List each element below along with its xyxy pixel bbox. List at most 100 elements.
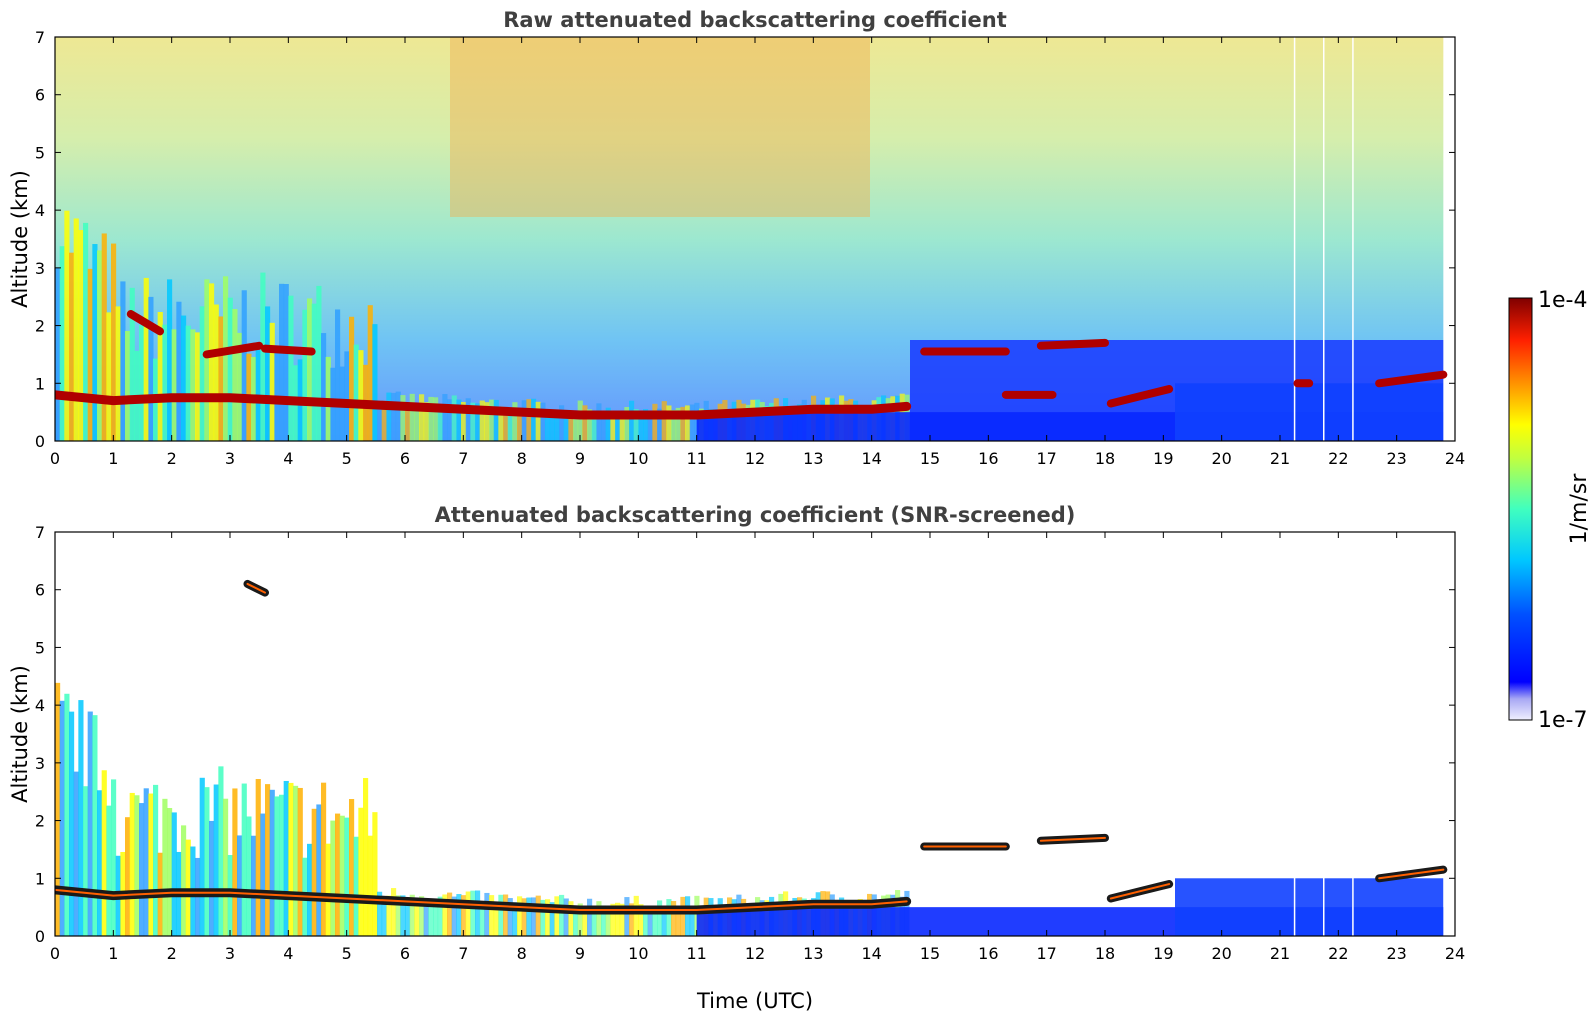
heatmap-column [325, 843, 331, 936]
heatmap-column [671, 901, 677, 936]
y-tick-label: 3 [35, 754, 45, 773]
heatmap-column [143, 277, 149, 441]
heatmap-column [629, 903, 635, 936]
x-tick-label: 1 [108, 449, 118, 468]
heatmap-column [171, 812, 177, 936]
heatmap-column [101, 233, 107, 441]
heatmap-column [223, 276, 229, 441]
heatmap-column [512, 902, 518, 936]
heatmap-column [391, 888, 397, 936]
heatmap-column [540, 899, 546, 936]
heatmap-column [666, 899, 672, 936]
heatmap-column [83, 786, 89, 936]
heatmap-column [87, 711, 93, 936]
heatmap-column [479, 400, 485, 441]
heatmap-column [386, 392, 392, 441]
heatmap-column [316, 285, 322, 441]
heatmap-column [629, 400, 635, 441]
heatmap-column [428, 396, 434, 441]
x-tick-label: 8 [517, 944, 527, 963]
heatmap-column [451, 896, 457, 936]
heatmap-column [260, 813, 266, 936]
x-tick-label: 16 [978, 449, 998, 468]
heatmap-column [223, 798, 229, 936]
panel-1-y-axis: 0 1 2 3 4 5 6 7 [35, 28, 1455, 451]
heatmap-column [195, 332, 201, 441]
heatmap-column [381, 403, 387, 441]
x-tick-label: 19 [1153, 944, 1173, 963]
heatmap-column [106, 312, 112, 441]
colorbar-min-label: 1e-7 [1538, 708, 1587, 733]
heatmap-column [517, 410, 523, 441]
x-tick-label: 13 [803, 944, 823, 963]
heatmap-column [419, 394, 425, 441]
heatmap-column [535, 401, 541, 441]
heatmap-column [209, 283, 215, 441]
heatmap-column [689, 404, 695, 441]
heatmap-column [134, 795, 140, 936]
heatmap-column [64, 693, 70, 936]
x-tick-label: 10 [628, 449, 648, 468]
cloud-layer-mark [126, 310, 164, 336]
heatmap-column [279, 283, 285, 441]
heatmap-column [409, 894, 415, 936]
heatmap-column [601, 412, 607, 441]
colorbar: 1e-4 1e-7 1/m/sr [1508, 288, 1592, 733]
heatmap-column [414, 900, 420, 936]
panel-2-x-axis: 0 1 2 3 4 5 6 7 8 9 10 11 12 13 14 15 16 17 18 19 20 21 22 23 24 [50, 532, 1465, 963]
heatmap-column [283, 283, 289, 441]
heatmap-column [190, 329, 196, 441]
x-tick-label: 18 [1095, 944, 1115, 963]
x-tick-label: 11 [686, 944, 706, 963]
x-tick-label: 1 [108, 944, 118, 963]
heatmap-column [213, 784, 219, 936]
heatmap-column [265, 784, 271, 936]
heatmap-column [335, 309, 341, 441]
heatmap-column [470, 890, 476, 936]
colorbar-unit-label: 1/m/sr [1567, 473, 1592, 545]
heatmap-column [395, 895, 401, 936]
heatmap-column [129, 792, 135, 936]
heatmap-column [577, 903, 583, 936]
heatmap-column [573, 411, 579, 441]
heatmap-column [503, 894, 509, 936]
x-tick-label: 6 [400, 449, 410, 468]
heatmap-column [521, 400, 527, 441]
heatmap-column [484, 402, 490, 441]
heatmap-column [451, 395, 457, 441]
x-tick-label: 3 [225, 449, 235, 468]
heatmap-column [442, 393, 448, 441]
heatmap-column [64, 210, 70, 441]
heatmap-column [587, 409, 593, 441]
heatmap-column [204, 787, 210, 936]
heatmap-column [106, 805, 112, 936]
heatmap-column [661, 906, 667, 936]
data-gap-end [1443, 37, 1455, 441]
heatmap-column [423, 402, 429, 441]
y-tick-label: 2 [35, 812, 45, 831]
heatmap-column [260, 272, 266, 441]
heatmap-column [288, 782, 294, 936]
heatmap-column [367, 305, 373, 441]
night-boundary-band [1175, 878, 1444, 936]
y-tick-label: 1 [35, 869, 45, 888]
y-tick-label: 6 [35, 86, 45, 105]
heatmap-column [671, 410, 677, 441]
heatmap-column [405, 402, 411, 441]
heatmap-column [176, 301, 182, 441]
x-tick-label: 15 [920, 449, 940, 468]
heatmap-column [321, 333, 327, 441]
heatmap-column [199, 777, 205, 936]
heatmap-column [675, 909, 681, 936]
x-axis-label: Time (UTC) [696, 989, 813, 1013]
heatmap-column [582, 405, 588, 441]
heatmap-column [185, 839, 191, 936]
heatmap-column [535, 895, 541, 936]
heatmap-column [139, 803, 145, 936]
heatmap-column [97, 790, 103, 936]
heatmap-column [601, 905, 607, 936]
heatmap-column [685, 896, 691, 936]
x-tick-label: 15 [920, 944, 940, 963]
heatmap-column [377, 403, 383, 441]
heatmap-column [545, 899, 551, 936]
